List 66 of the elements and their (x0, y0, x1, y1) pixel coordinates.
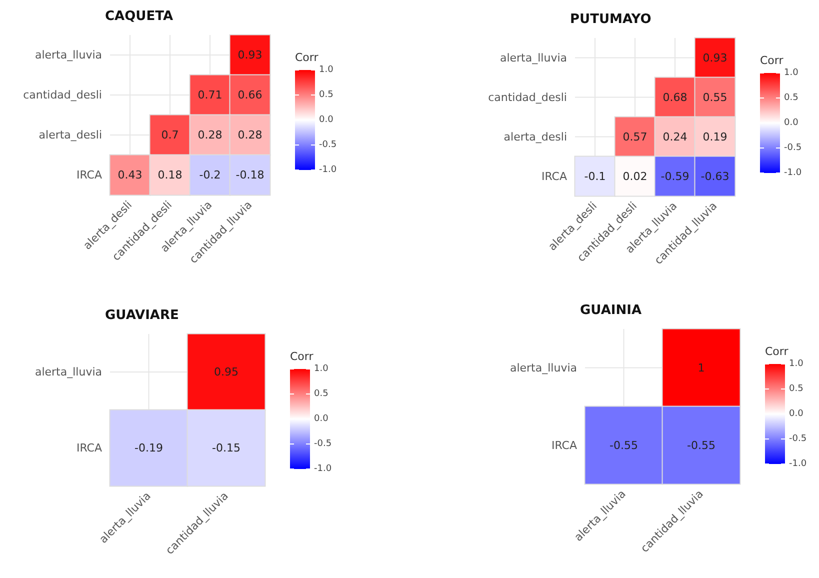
y-tick-label: alerta_desli (504, 130, 567, 144)
color-bar-label: -1.0 (314, 464, 332, 474)
color-bar-label: 0.5 (314, 389, 328, 399)
data-label: 0.66 (238, 88, 262, 102)
y-tick-label: IRCA (541, 170, 568, 183)
y-tick-label: alerta_lluvia (34, 366, 102, 378)
data-label: 0.7 (161, 128, 179, 142)
chart-title: PUTUMAYO (570, 12, 652, 27)
y-tick-label: cantidad_desli (488, 90, 567, 104)
color-bar-title: Corr (765, 345, 789, 358)
data-label: -0.55 (687, 438, 716, 452)
color-bar-label: -0.5 (319, 140, 337, 150)
data-label: 0.93 (702, 51, 728, 64)
color-bar-label: -0.5 (789, 434, 807, 444)
data-label: 0.28 (198, 128, 222, 142)
data-label: -0.15 (212, 442, 240, 454)
data-label: -0.1 (584, 170, 606, 183)
color-bar-label: 0.5 (789, 384, 804, 394)
data-label: -0.2 (199, 168, 221, 182)
y-tick-label: IRCA (551, 438, 578, 452)
color-bar-label: 1.0 (789, 359, 804, 369)
y-tick-label: cantidad_desli (23, 88, 102, 102)
data-label: 0.57 (622, 130, 648, 144)
color-bar-label: -1.0 (319, 165, 337, 175)
y-tick-label: alerta_lluvia (510, 361, 577, 374)
data-label: -0.19 (134, 442, 163, 454)
data-label: 0.71 (198, 88, 222, 102)
color-bar-label: 1.0 (784, 68, 799, 78)
color-bar-label: -0.5 (784, 143, 802, 153)
data-label: -0.59 (660, 170, 690, 183)
color-bar-label: -1.0 (784, 168, 802, 178)
color-bar-label: -1.0 (789, 459, 807, 469)
data-label: 0.68 (662, 90, 688, 104)
y-tick-label: alerta_lluvia (500, 51, 567, 64)
color-bar-label: -0.5 (314, 439, 332, 449)
y-tick-label: IRCA (76, 168, 102, 182)
y-tick-label: alerta_desli (38, 128, 102, 142)
chart-title: GUAINIA (580, 303, 642, 318)
color-bar-title: Corr (295, 51, 319, 64)
color-bar-label: 0.0 (789, 409, 804, 419)
data-label: -0.18 (236, 168, 264, 182)
data-label: 0.43 (118, 168, 142, 182)
data-label: -0.63 (700, 170, 730, 183)
y-tick-label: IRCA (76, 442, 102, 454)
data-label: -0.55 (610, 438, 638, 452)
data-label: 0.55 (702, 90, 728, 104)
color-bar-label: 0.0 (784, 118, 799, 128)
color-bar-label: 0.5 (319, 90, 334, 100)
data-label: 0.95 (214, 366, 238, 378)
chart-title: CAQUETA (105, 9, 174, 24)
data-label: 0.93 (238, 48, 262, 62)
y-tick-label: alerta_lluvia (34, 48, 102, 62)
color-bar-title: Corr (290, 350, 314, 363)
data-label: 0.28 (238, 128, 262, 142)
color-bar-label: 0.0 (314, 414, 329, 424)
chart-title: GUAVIARE (105, 308, 179, 323)
color-bar-title: Corr (760, 54, 784, 67)
color-bar-label: 1.0 (319, 65, 334, 75)
data-label: 0.19 (702, 130, 728, 144)
color-bar-label: 1.0 (314, 364, 329, 374)
color-bar-label: 0.5 (784, 93, 798, 103)
data-label: 0.02 (622, 170, 648, 183)
data-label: 0.18 (158, 168, 182, 182)
data-label: 1 (698, 361, 705, 374)
color-bar-label: 0.0 (319, 115, 334, 125)
data-label: 0.24 (662, 130, 688, 144)
